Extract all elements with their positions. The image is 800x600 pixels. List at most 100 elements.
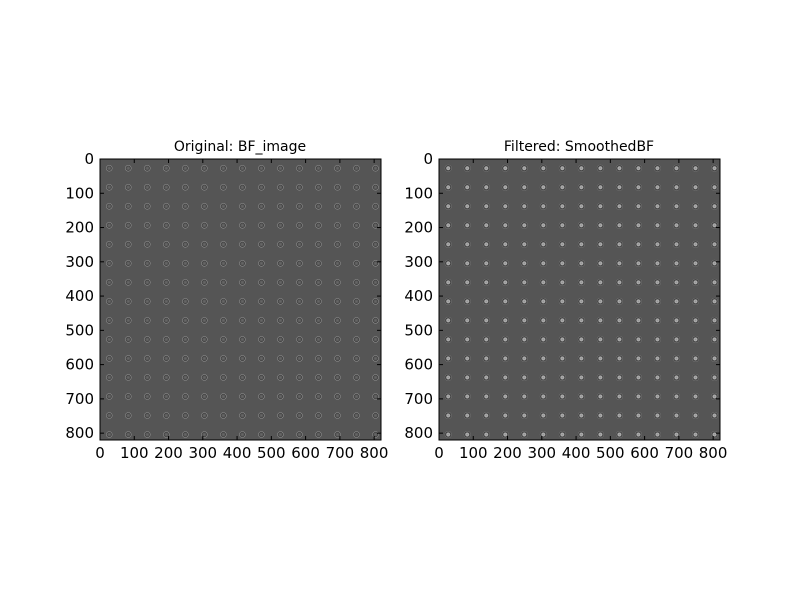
well-spot — [143, 259, 151, 267]
well-spot — [143, 431, 151, 438]
y-tick-label: 200 — [404, 219, 433, 237]
well-spot — [257, 393, 265, 400]
well-spot — [444, 164, 453, 173]
well-spot — [372, 412, 379, 419]
well-spot — [296, 259, 303, 267]
well-spot — [482, 164, 491, 173]
well-spot — [257, 412, 265, 419]
well-spot — [501, 221, 510, 230]
well-spot — [539, 259, 548, 268]
well-spot — [200, 297, 208, 305]
well-spot — [276, 202, 284, 210]
well-spot — [539, 221, 548, 230]
well-spot — [672, 335, 681, 344]
well-spot — [315, 297, 322, 305]
well-spot — [200, 355, 208, 362]
well-spot — [353, 259, 360, 267]
well-spot — [463, 278, 472, 287]
well-spot — [200, 412, 208, 419]
well-spot — [653, 297, 662, 306]
well-spot — [315, 374, 322, 381]
well-spot — [124, 335, 132, 343]
well-spot — [353, 374, 360, 381]
well-spot — [691, 430, 700, 439]
well-spot — [124, 202, 132, 210]
well-spot — [596, 240, 605, 249]
well-spot — [334, 412, 341, 419]
well-spot — [105, 297, 113, 305]
well-spot — [501, 335, 510, 344]
well-spot — [577, 411, 586, 420]
x-tick-labels: 0 100 200 300 400 500 600 700 800 — [95, 444, 388, 462]
well-spot — [444, 373, 453, 382]
well-spot — [691, 259, 700, 268]
well-spot — [596, 202, 605, 211]
well-spot — [615, 240, 624, 249]
x-tick-label: 200 — [493, 444, 522, 462]
well-spot — [444, 240, 453, 249]
axes-frame — [438, 158, 721, 441]
well-spot — [200, 393, 208, 400]
well-spot — [710, 278, 719, 287]
well-spot — [653, 259, 662, 268]
well-spot — [501, 278, 510, 287]
well-spot — [596, 392, 605, 401]
well-spot — [501, 411, 510, 420]
well-spot — [596, 259, 605, 268]
well-spot — [710, 297, 719, 306]
well-spot — [162, 240, 170, 248]
well-spot — [296, 164, 303, 172]
spot-layer — [444, 164, 719, 439]
well-spot — [162, 393, 170, 400]
well-spot — [296, 297, 303, 305]
well-spot — [372, 278, 379, 286]
well-spot — [353, 240, 360, 248]
well-spot — [634, 373, 643, 382]
well-spot — [691, 411, 700, 420]
well-spot — [463, 164, 472, 173]
well-spot — [672, 373, 681, 382]
well-spot — [596, 164, 605, 173]
well-spot — [615, 164, 624, 173]
well-spot — [143, 278, 151, 286]
axes-frame — [99, 158, 382, 441]
well-spot — [596, 411, 605, 420]
well-spot — [710, 183, 719, 192]
well-spot — [634, 430, 643, 439]
well-spot — [615, 202, 624, 211]
well-spot — [219, 316, 227, 324]
well-spot — [315, 278, 322, 286]
well-spot — [353, 393, 360, 400]
well-spot — [615, 316, 624, 325]
well-spot — [353, 316, 360, 324]
well-spot — [444, 297, 453, 306]
well-spot — [672, 221, 681, 230]
well-spot — [372, 164, 379, 172]
well-spot — [238, 240, 246, 248]
well-spot — [181, 297, 189, 305]
well-spot — [634, 259, 643, 268]
well-spot — [105, 393, 113, 400]
well-spot — [219, 335, 227, 343]
well-spot — [520, 297, 529, 306]
well-spot — [463, 202, 472, 211]
well-spot — [162, 202, 170, 210]
well-spot — [315, 259, 322, 267]
well-spot — [124, 164, 132, 172]
well-spot — [353, 202, 360, 210]
well-spot — [353, 412, 360, 419]
well-spot — [296, 431, 303, 438]
well-spot — [219, 297, 227, 305]
well-spot — [238, 221, 246, 229]
well-spot — [691, 278, 700, 287]
well-spot — [672, 411, 681, 420]
well-spot — [482, 316, 491, 325]
well-spot — [181, 355, 189, 362]
well-spot — [296, 393, 303, 400]
well-spot — [710, 202, 719, 211]
well-spot — [691, 221, 700, 230]
well-spot — [162, 316, 170, 324]
well-spot — [124, 259, 132, 267]
x-tick-label: 800 — [699, 444, 728, 462]
